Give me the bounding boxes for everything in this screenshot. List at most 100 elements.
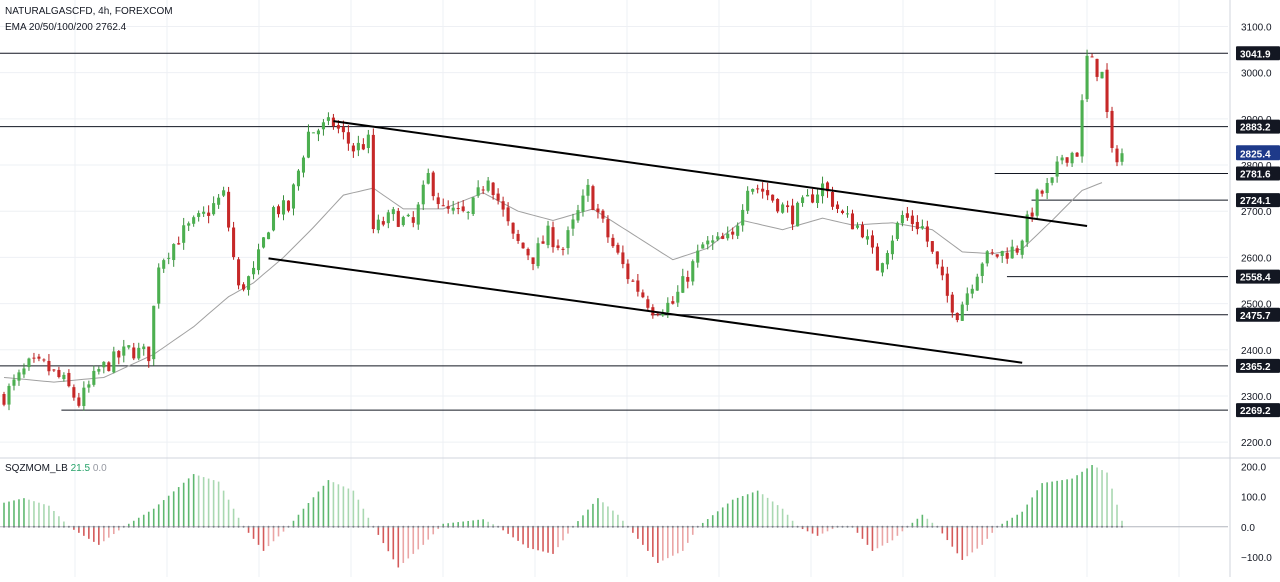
candle bbox=[212, 196, 216, 216]
ema-line[interactable] bbox=[3, 182, 1103, 383]
candle bbox=[696, 244, 700, 268]
squeeze-dot bbox=[207, 525, 210, 528]
level-price-tag[interactable] bbox=[1236, 166, 1280, 181]
squeeze-dot bbox=[147, 525, 150, 528]
level-price-tag[interactable] bbox=[1236, 46, 1280, 61]
candle bbox=[880, 262, 884, 277]
candle-body bbox=[391, 209, 395, 215]
candle bbox=[746, 186, 750, 214]
squeeze-dot bbox=[1011, 525, 1014, 528]
squeeze-dot bbox=[701, 525, 704, 528]
squeeze-dot bbox=[382, 525, 385, 528]
candle-body bbox=[351, 145, 355, 152]
candle bbox=[356, 135, 360, 157]
candle bbox=[1020, 239, 1024, 259]
current-price-tag[interactable] bbox=[1236, 145, 1280, 161]
squeeze-dot bbox=[881, 525, 884, 528]
level-price-tag[interactable] bbox=[1236, 358, 1280, 373]
squeeze-dot bbox=[102, 525, 105, 528]
squeeze-dot bbox=[676, 525, 679, 528]
candle-body bbox=[157, 267, 161, 304]
candle bbox=[955, 312, 959, 323]
candle bbox=[1060, 154, 1064, 165]
candle-body bbox=[711, 240, 715, 243]
indicator-name[interactable]: SQZMOM_LB bbox=[5, 463, 68, 474]
candle-body bbox=[27, 358, 31, 368]
candle-body bbox=[451, 207, 455, 211]
level-price-tag-label: 2269.2 bbox=[1240, 406, 1271, 417]
candle-body bbox=[596, 208, 600, 213]
candle-body bbox=[1010, 246, 1014, 259]
candle bbox=[296, 169, 301, 191]
candle bbox=[376, 214, 380, 234]
candle-body bbox=[1100, 71, 1104, 79]
candle-body bbox=[890, 240, 894, 255]
candle-body bbox=[12, 379, 16, 386]
candle bbox=[731, 227, 735, 240]
squeeze-dot bbox=[786, 525, 789, 528]
squeeze-dot bbox=[791, 525, 794, 528]
candle bbox=[840, 209, 845, 215]
candle-body bbox=[626, 263, 630, 280]
candle-body bbox=[965, 293, 969, 305]
candle-body bbox=[661, 312, 665, 316]
squeeze-dot bbox=[806, 525, 809, 528]
squeeze-dot bbox=[1006, 525, 1009, 528]
candle bbox=[102, 361, 106, 374]
squeeze-dot bbox=[137, 525, 140, 528]
squeeze-dot bbox=[706, 525, 709, 528]
squeeze-dot bbox=[851, 525, 854, 528]
candle-body bbox=[975, 276, 979, 291]
squeeze-dot bbox=[751, 525, 754, 528]
squeeze-dot bbox=[626, 525, 629, 528]
squeeze-dot bbox=[921, 525, 924, 528]
candle bbox=[1040, 189, 1044, 197]
trend-layer[interactable] bbox=[268, 120, 1088, 364]
channel-lower-trendline[interactable] bbox=[268, 257, 1023, 364]
candle-body bbox=[875, 246, 879, 271]
candle-body bbox=[985, 251, 989, 264]
candle bbox=[301, 155, 306, 178]
candle-body bbox=[396, 210, 400, 227]
level-price-tag[interactable] bbox=[1236, 307, 1280, 322]
squeeze-dot bbox=[177, 525, 180, 528]
candle-body bbox=[1000, 250, 1004, 256]
candle bbox=[127, 345, 131, 350]
squeeze-dot bbox=[846, 525, 849, 528]
candle-body bbox=[172, 244, 176, 261]
squeeze-dot bbox=[287, 525, 290, 528]
candle-body bbox=[621, 252, 625, 265]
symbol-label[interactable]: NATURALGASCFD, 4h, FOREXCOM bbox=[5, 6, 173, 17]
squeeze-dot bbox=[197, 525, 200, 528]
candle-body bbox=[526, 248, 530, 256]
candle-body bbox=[52, 369, 56, 371]
candle bbox=[62, 372, 66, 382]
squeeze-dot bbox=[362, 525, 365, 528]
candle bbox=[566, 226, 570, 255]
squeeze-dot bbox=[77, 525, 80, 528]
ema-label[interactable]: EMA 20/50/100/200 bbox=[5, 22, 93, 33]
candle-body bbox=[616, 244, 620, 253]
squeeze-dot bbox=[372, 525, 375, 528]
squeeze-dot bbox=[746, 525, 749, 528]
level-price-tag[interactable] bbox=[1236, 119, 1280, 134]
channel-upper-trendline[interactable] bbox=[333, 120, 1088, 227]
price-axis-tick-label: 2700.0 bbox=[1241, 207, 1272, 218]
candle bbox=[576, 204, 580, 223]
axis-layer[interactable]: 2200.02300.02400.02500.02600.02700.02800… bbox=[1236, 22, 1280, 564]
candle-body bbox=[1015, 248, 1019, 253]
candle bbox=[182, 217, 186, 250]
candle bbox=[436, 192, 440, 209]
level-price-tag[interactable] bbox=[1236, 269, 1280, 284]
squeeze-dot bbox=[1026, 525, 1029, 528]
level-price-tag[interactable] bbox=[1236, 403, 1280, 418]
candle bbox=[67, 369, 71, 388]
candle bbox=[152, 305, 156, 366]
candle bbox=[17, 369, 21, 386]
candle-body bbox=[436, 197, 440, 205]
squeeze-dot bbox=[352, 525, 355, 528]
level-price-tag[interactable] bbox=[1236, 193, 1280, 208]
